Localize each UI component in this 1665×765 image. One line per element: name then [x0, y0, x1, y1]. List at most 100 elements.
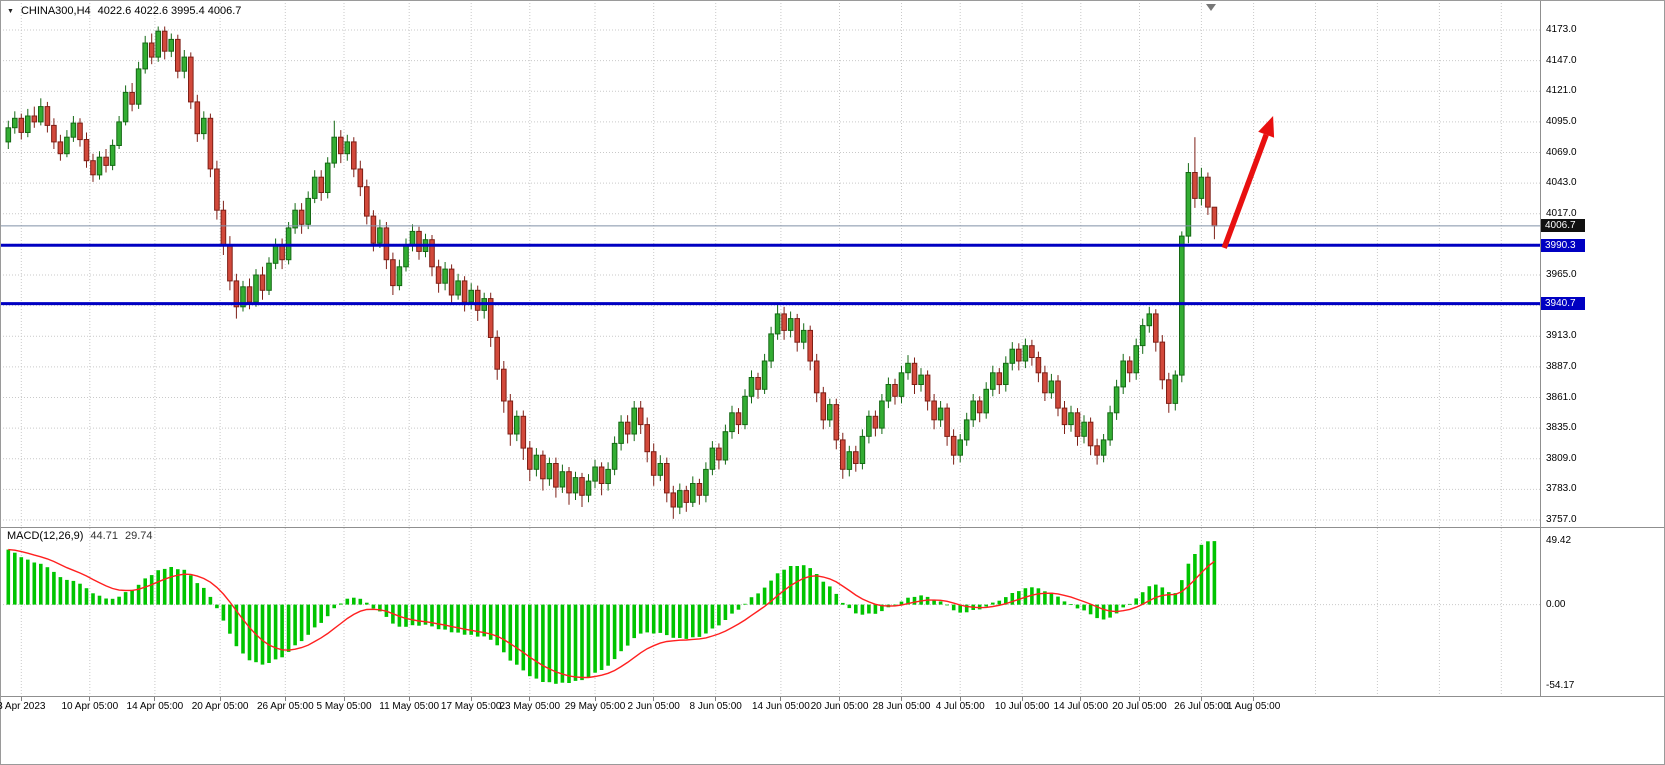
- candle: [846, 445, 853, 477]
- up-arrow-annotation[interactable]: [1221, 116, 1275, 249]
- candle: [957, 434, 964, 463]
- candle: [644, 417, 651, 463]
- candle: [455, 273, 461, 300]
- candle: [918, 368, 924, 392]
- candle: [813, 353, 820, 403]
- candle: [233, 273, 240, 319]
- candle: [90, 153, 96, 182]
- time-tick-mark: [219, 697, 221, 701]
- time-tick-label: 10 Jul 05:00: [994, 701, 1050, 712]
- candle: [1179, 231, 1185, 383]
- candle: [768, 326, 774, 369]
- candle: [442, 262, 448, 291]
- candle: [148, 33, 155, 65]
- price-scale-separator: [1540, 0, 1541, 696]
- candle: [292, 203, 298, 234]
- time-tick-mark: [1200, 697, 1202, 701]
- price-scale[interactable]: 4173.0 4147.0 4121.0 4095.0 4069.0 4043.0 4017…: [1541, 0, 1665, 765]
- candle: [924, 370, 931, 411]
- chart-shift-marker[interactable]: [1206, 4, 1216, 11]
- candle: [540, 450, 546, 491]
- candle: [950, 429, 957, 465]
- candle: [1009, 342, 1016, 371]
- candle: [83, 132, 90, 168]
- candle: [12, 111, 18, 134]
- price-tick-label: 4043.0: [1546, 177, 1577, 189]
- candle: [77, 118, 83, 147]
- candle: [396, 259, 403, 291]
- candle: [494, 330, 500, 380]
- candle: [1192, 137, 1198, 208]
- candle: [1107, 405, 1113, 446]
- candle: [155, 26, 161, 62]
- candle: [188, 52, 194, 109]
- candle: [690, 476, 696, 507]
- candle: [240, 280, 246, 312]
- price-tick-label: 4095.0: [1546, 115, 1577, 127]
- candle: [161, 26, 168, 60]
- candle: [318, 170, 324, 201]
- candle: [650, 443, 657, 486]
- time-tick-mark: [959, 697, 961, 701]
- time-tick-label: 11 May 05:00: [379, 701, 440, 712]
- candle: [1087, 417, 1094, 456]
- support-line-tag: 3940.7: [1541, 297, 1585, 311]
- candle: [892, 378, 898, 405]
- candle: [696, 478, 703, 505]
- candle: [1042, 365, 1048, 401]
- candle: [214, 160, 220, 220]
- candle: [305, 191, 311, 230]
- candle: [748, 370, 755, 404]
- candle: [787, 311, 794, 338]
- candle: [729, 405, 735, 439]
- one-click-trading-toggle-icon[interactable]: ▼: [7, 7, 14, 15]
- candle: [1120, 353, 1127, 394]
- candle: [1172, 370, 1179, 411]
- pane-splitter[interactable]: [0, 527, 1665, 528]
- candle: [57, 134, 64, 161]
- candle: [31, 106, 38, 128]
- candle: [175, 34, 181, 79]
- candle: [1153, 309, 1159, 352]
- time-tick-label: 8 Jun 05:00: [689, 701, 742, 712]
- candle: [963, 412, 970, 446]
- candle: [487, 292, 494, 347]
- resistance-line-tag: 3990.3: [1541, 238, 1585, 252]
- candle: [1205, 172, 1211, 215]
- candle: [566, 467, 572, 505]
- candle: [1100, 434, 1107, 463]
- candle: [1198, 167, 1205, 206]
- time-tick-mark: [154, 697, 156, 701]
- candle: [1126, 356, 1133, 383]
- time-tick-label: 20 Jul 05:00: [1112, 701, 1167, 712]
- candle: [820, 386, 827, 430]
- candle: [533, 448, 540, 477]
- time-tick-label: 14 Jun 05:00: [751, 701, 810, 712]
- candle: [1139, 318, 1146, 354]
- candle: [429, 235, 435, 277]
- macd-signal-value: 29.74: [124, 530, 153, 542]
- time-tick-label: 29 May 05:00: [564, 701, 626, 712]
- candle: [807, 325, 814, 371]
- candle: [1113, 379, 1120, 420]
- candle: [194, 94, 201, 142]
- macd-scale-zero: 0.00: [1546, 598, 1566, 610]
- candle: [944, 403, 950, 446]
- candle: [448, 264, 455, 305]
- time-tick-mark: [715, 697, 717, 701]
- macd-scale-min: -54.17: [1546, 680, 1575, 691]
- candle: [1094, 438, 1100, 465]
- candle: [1146, 306, 1153, 333]
- candle: [1159, 335, 1166, 390]
- time-tick-mark: [594, 697, 596, 701]
- current-price-tag: 4006.7: [1541, 219, 1585, 233]
- price-tick-label: 3783.0: [1546, 483, 1577, 495]
- candle: [1074, 408, 1081, 446]
- candle: [168, 33, 174, 58]
- candle: [416, 226, 422, 260]
- candle: [1016, 343, 1022, 371]
- candle: [259, 266, 266, 300]
